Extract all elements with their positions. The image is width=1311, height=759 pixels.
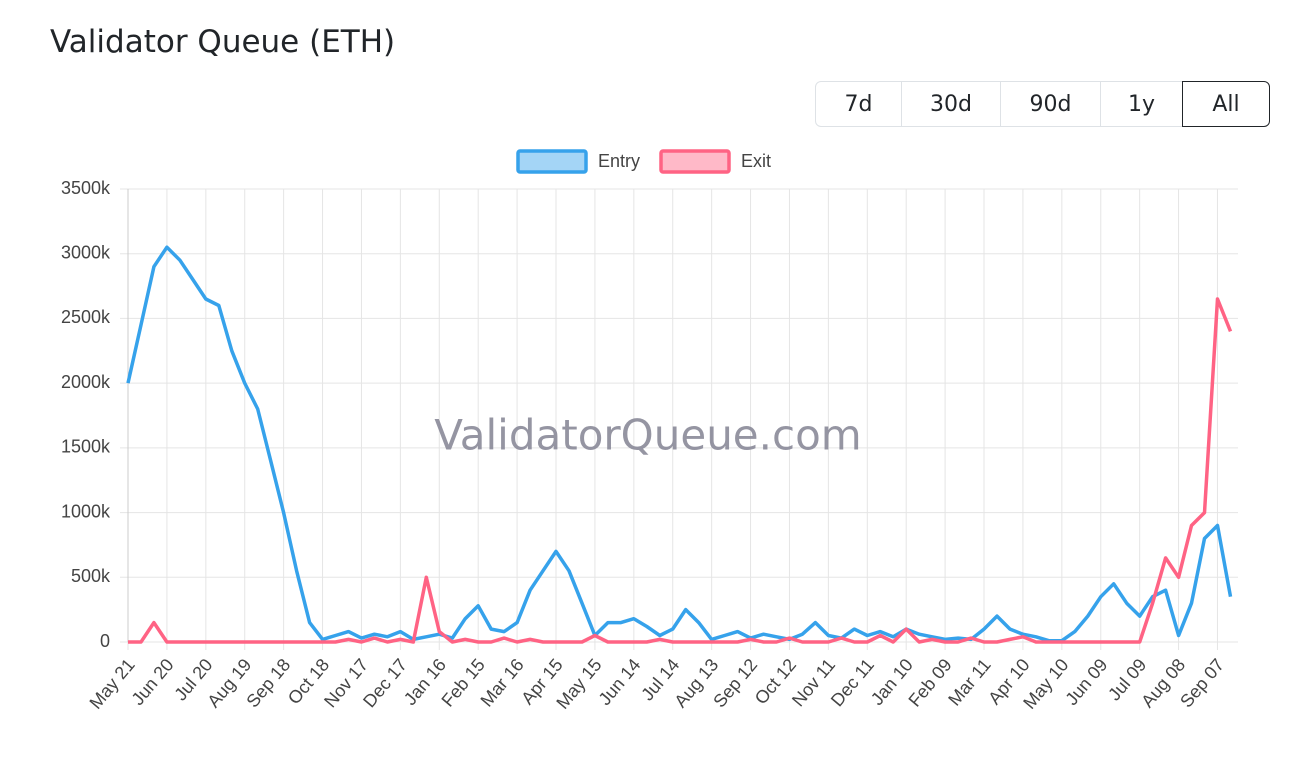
x-tick-label: Feb 09: [904, 655, 955, 711]
legend-swatch: [516, 149, 588, 174]
range-buttons: 7d 30d 90d 1y All: [815, 81, 1270, 127]
x-tick-label: May 21: [85, 655, 138, 713]
range-button[interactable]: All: [1182, 81, 1270, 127]
x-tick-label: Mar 11: [944, 655, 994, 710]
x-tick-label: Jun 20: [128, 655, 178, 709]
line-series: [128, 297, 1233, 644]
y-tick-label: 3000k: [61, 242, 111, 262]
page-title: Validator Queue (ETH): [50, 24, 396, 60]
x-tick-label: Jun 14: [594, 655, 644, 709]
y-tick-label: 2500k: [61, 307, 111, 327]
y-tick-label: 1000k: [61, 501, 111, 521]
legend-label: Entry: [598, 151, 640, 171]
range-button[interactable]: 7d: [815, 81, 902, 127]
y-tick-label: 3500k: [61, 178, 111, 198]
x-tick-label: Jun 09: [1061, 655, 1111, 709]
line-series: [126, 245, 1233, 643]
watermark: ValidatorQueue.com: [434, 411, 861, 460]
y-tick-label: 0: [100, 631, 110, 651]
y-tick-label: 2000k: [61, 372, 111, 392]
range-button[interactable]: 1y: [1100, 81, 1183, 127]
y-tick-label: 500k: [71, 566, 111, 586]
range-button[interactable]: 90d: [1000, 81, 1101, 127]
x-tick-label: Mar 16: [476, 655, 527, 711]
x-tick-label: Dec 11: [827, 655, 878, 711]
legend-label: Exit: [741, 151, 771, 171]
y-tick-label: 1500k: [61, 437, 111, 457]
legend-swatch: [659, 149, 731, 174]
